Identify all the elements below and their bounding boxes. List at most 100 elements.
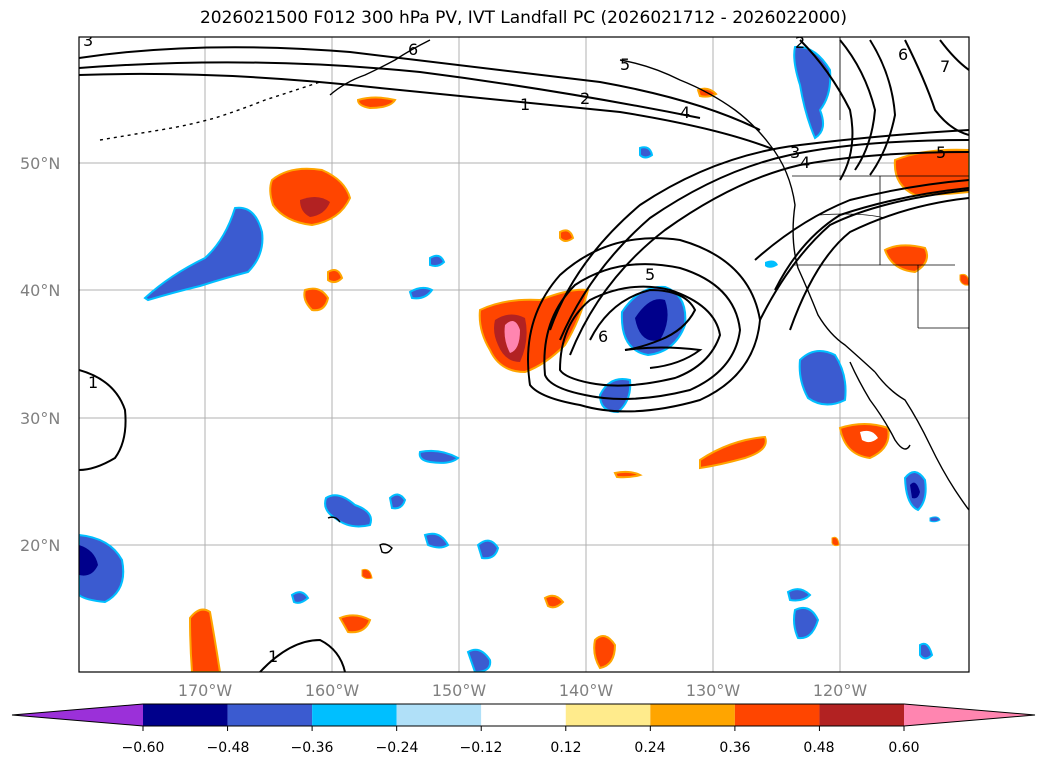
pos-region-subtropic xyxy=(699,435,767,470)
pv-contour-east-3 xyxy=(774,187,969,291)
pos-region-small7 xyxy=(593,635,617,670)
colorbar-segment xyxy=(143,704,228,726)
positive-anomaly-regions xyxy=(188,87,969,672)
colorbar-tick-label: −0.12 xyxy=(460,740,503,756)
coast-baja xyxy=(849,361,911,450)
contour-label: 3 xyxy=(790,143,800,162)
lon-label-130w: 130°W xyxy=(686,681,741,700)
colorbar-tick-label: 0.48 xyxy=(803,740,834,756)
coast-aleutians xyxy=(99,81,321,141)
contour-label: 7 xyxy=(940,57,950,76)
colorbar-segment xyxy=(481,704,566,726)
pv-contour-1-north xyxy=(79,46,761,131)
lon-label-140w: 140°W xyxy=(559,681,614,700)
pv-contour-south-1 xyxy=(259,638,346,672)
neg-region-mid3 xyxy=(423,532,450,549)
pv-contour-6-tail xyxy=(624,346,703,369)
neg-region-mid4 xyxy=(476,539,500,560)
lon-label-150w: 150°W xyxy=(432,681,487,700)
neg-region-south-ep2 xyxy=(793,607,820,640)
pos-hole-mexico-coast xyxy=(860,430,878,443)
neg-region-small7 xyxy=(765,260,778,268)
neg-region-small1 xyxy=(408,286,434,300)
pv-contour-closed-1 xyxy=(527,237,762,413)
pv-contour-ne-2 xyxy=(839,39,877,171)
contour-label: 5 xyxy=(936,143,946,162)
pv-contour-north-outer xyxy=(79,61,701,119)
pv-contour-ne-4 xyxy=(904,39,969,136)
pos-region-small6 xyxy=(543,594,565,609)
colorbar-segment xyxy=(650,704,735,726)
colorbar-tick-label: 0.24 xyxy=(634,740,665,756)
colorbar-segment xyxy=(734,704,820,726)
pv-contour-closed-3 xyxy=(558,285,722,387)
lon-label-160w: 160°W xyxy=(305,681,360,700)
neg-core-mexico xyxy=(910,482,920,499)
longitude-labels: 170°W 160°W 150°W 140°W 130°W 120°W xyxy=(178,681,868,700)
colorbar-segment xyxy=(396,704,482,726)
lon-label-120w: 120°W xyxy=(813,681,868,700)
lat-label-50n: 50°N xyxy=(20,154,60,173)
neg-region-south-ep1 xyxy=(786,588,812,602)
colorbar-tick-label: −0.24 xyxy=(376,740,419,756)
island-hawaii-1 xyxy=(379,543,393,554)
contour-label: 1 xyxy=(520,95,530,114)
contour-label: 3 xyxy=(83,31,93,50)
pos-region-north-pacific xyxy=(269,167,352,227)
neg-region-mid2 xyxy=(388,493,407,510)
latitude-labels: 50°N 40°N 30°N 20°N xyxy=(20,154,60,555)
contour-label: 6 xyxy=(898,45,908,64)
pv-contour-east-1 xyxy=(759,189,969,321)
pv-contour-5a xyxy=(549,129,969,331)
colorbar-tick-label: 0.12 xyxy=(550,740,581,756)
contour-label: 6 xyxy=(598,327,608,346)
gridlines xyxy=(79,37,969,672)
pv-contour-east-4 xyxy=(789,197,969,331)
pv-contour-6 xyxy=(589,288,697,351)
contour-label: 6 xyxy=(408,40,418,59)
coast-mexico xyxy=(874,371,969,511)
political-borders xyxy=(792,37,969,329)
colorbar-tick-label: −0.48 xyxy=(207,740,250,756)
pos-region-small12 xyxy=(831,536,840,547)
contour-label: 2 xyxy=(795,33,805,52)
map-title: 2026021500 F012 300 hPa PV, IVT Landfall… xyxy=(199,8,847,28)
pv-contour-west-1 xyxy=(79,369,127,471)
pos-region-small1 xyxy=(303,287,330,312)
pv-contour-2-north xyxy=(79,72,776,151)
colorbar-tick-label: 0.60 xyxy=(888,740,919,756)
contour-label: 4 xyxy=(800,153,810,172)
neg-region-small8 xyxy=(929,516,941,523)
colorbar-segment xyxy=(565,704,651,726)
lat-label-30n: 30°N xyxy=(20,409,60,428)
colorbar xyxy=(11,703,1036,731)
pos-region-small8 xyxy=(613,470,643,479)
pv-contours xyxy=(79,39,969,672)
colorbar-segment xyxy=(227,704,313,726)
colorbar-extend-low xyxy=(12,704,143,726)
contour-label: 1 xyxy=(268,647,278,666)
neg-region-small5 xyxy=(639,146,654,159)
pos-region-small4 xyxy=(559,229,575,242)
lat-label-20n: 20°N xyxy=(20,536,60,555)
pv-contour-closed-2 xyxy=(543,263,742,400)
neg-region-small3 xyxy=(290,591,310,604)
colorbar-segment xyxy=(819,704,904,726)
colorbar-extend-high xyxy=(904,704,1035,726)
map-frame xyxy=(78,36,970,673)
colorbar-tick-labels: −0.60 −0.48 −0.36 −0.24 −0.12 0.12 0.24 … xyxy=(122,740,920,756)
neg-core-hawaii-west xyxy=(79,545,98,576)
pos-max-central xyxy=(504,321,520,353)
neg-region-small4 xyxy=(919,642,934,660)
pv-contour-ne-5 xyxy=(939,39,969,71)
neg-region-bc-coast xyxy=(793,45,832,140)
pv-contour-ne-3 xyxy=(869,39,897,176)
pv-contour-ne-1 xyxy=(799,39,854,181)
coast-west-us xyxy=(769,144,876,373)
contour-label: 1 xyxy=(88,373,98,392)
neg-region-aleutian xyxy=(143,206,264,302)
pos-region-small10 xyxy=(361,568,373,580)
colorbar-tick-label: −0.60 xyxy=(122,740,165,756)
colorbar-tick-label: −0.36 xyxy=(291,740,334,756)
